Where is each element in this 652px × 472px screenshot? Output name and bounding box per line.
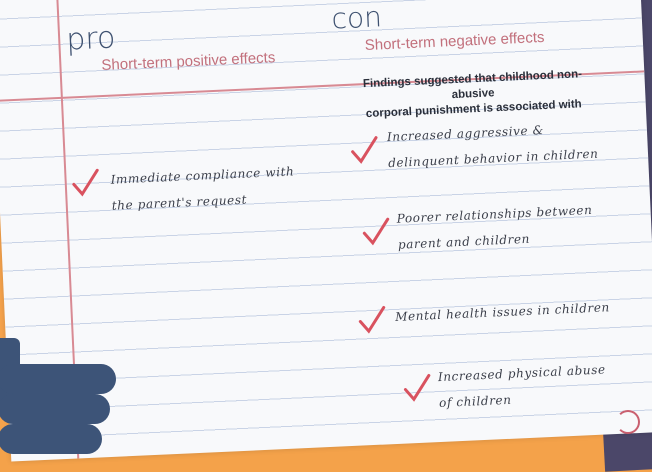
curl-decoration [616,410,640,434]
pro-title: pro [65,20,117,58]
checkmark-icon [358,305,386,334]
checkmark-icon [351,136,378,164]
pointing-hand [0,330,150,470]
con-item: Increased physical abuse of children [437,362,606,411]
con-item: Poorer relationships between parent and … [396,202,593,252]
checkmark-icon [403,373,431,402]
con-title: con [330,0,383,36]
notebook-page: pro Short-term positive effects con Shor… [0,0,652,462]
con-item: Increased aggressive & delinquent behavi… [386,123,599,171]
pro-item: Immediate compliance with the parent's r… [110,164,295,213]
checkmark-icon [362,217,390,246]
checkmark-icon [72,168,99,197]
